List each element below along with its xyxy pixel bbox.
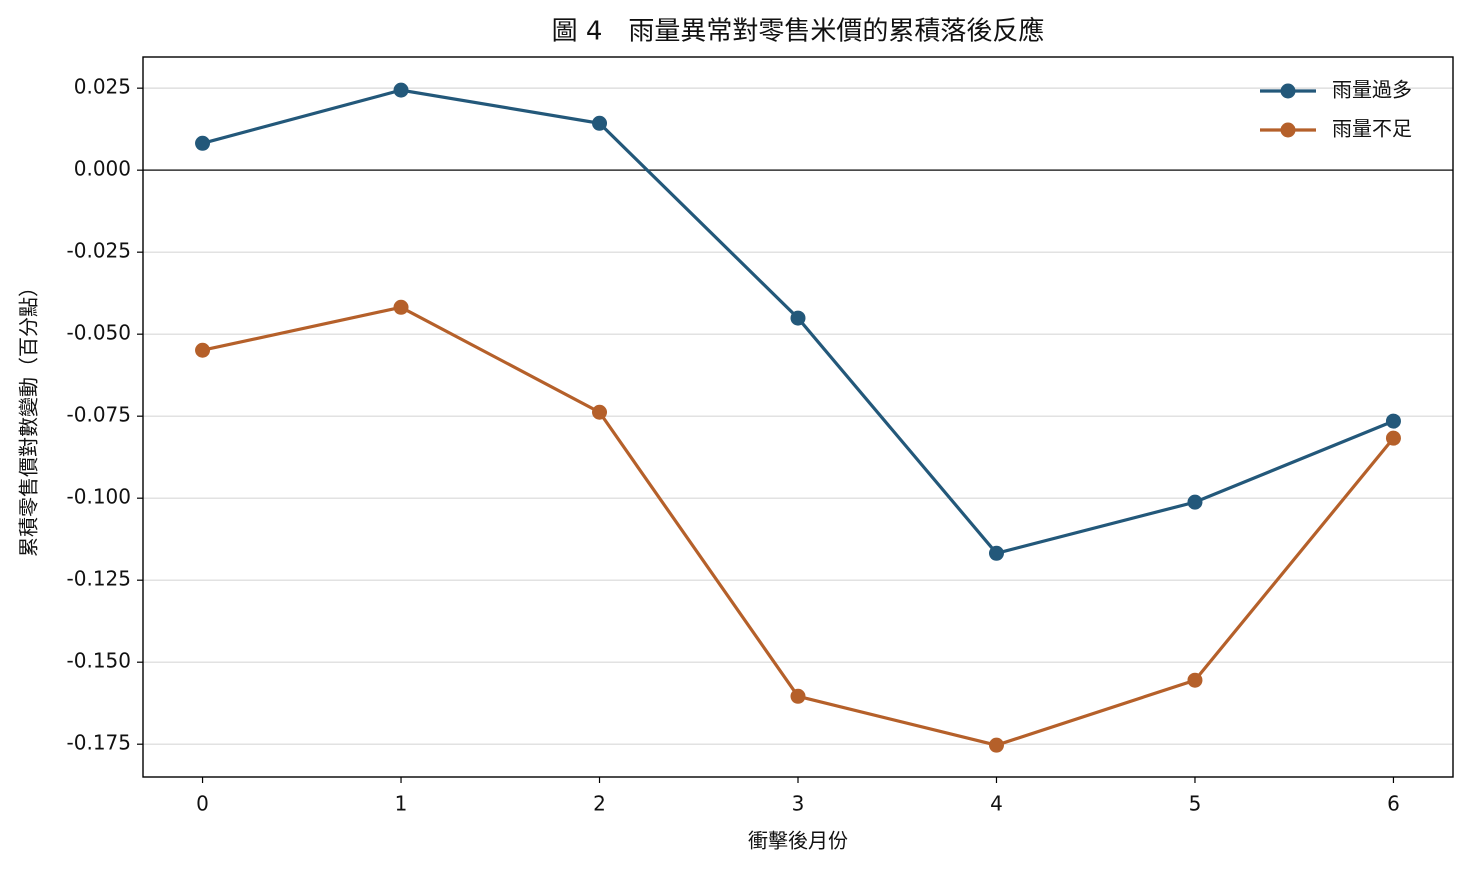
y-tick-label: -0.125: [67, 567, 131, 591]
series-marker: [988, 737, 1004, 753]
y-tick-label: 0.025: [74, 75, 131, 99]
y-tick-label: -0.100: [67, 485, 131, 509]
x-tick-label: 5: [1189, 792, 1202, 816]
series-marker: [592, 115, 608, 131]
x-tick-label: 3: [792, 792, 805, 816]
y-tick-label: -0.075: [67, 403, 131, 427]
y-tick-label: 0.000: [74, 157, 131, 181]
x-tick-label: 2: [593, 792, 606, 816]
series-marker: [195, 342, 211, 358]
series-marker: [1385, 413, 1401, 429]
chart-title: 圖 4 雨量異常對零售米價的累積落後反應: [552, 17, 1045, 47]
series-marker: [592, 404, 608, 420]
x-axis-label: 衝擊後月份: [748, 829, 848, 853]
series-marker: [195, 135, 211, 151]
series-marker: [393, 82, 409, 98]
y-tick-label: -0.150: [67, 649, 131, 673]
series-marker: [1187, 494, 1203, 510]
series-marker: [790, 310, 806, 326]
series-marker: [1385, 430, 1401, 446]
y-tick-label: -0.050: [67, 321, 131, 345]
y-axis-label: 累積零售價對數變動（百分點）: [17, 277, 41, 557]
x-tick-label: 0: [196, 792, 209, 816]
x-tick-label: 1: [395, 792, 408, 816]
legend-label: 雨量過多: [1332, 78, 1412, 102]
x-tick-label: 6: [1387, 792, 1400, 816]
series-marker: [393, 299, 409, 315]
legend-label: 雨量不足: [1332, 117, 1412, 141]
series-marker: [1187, 672, 1203, 688]
series-marker: [988, 545, 1004, 561]
plot-frame: [142, 56, 1454, 778]
series-marker: [790, 688, 806, 704]
legend-marker: [1280, 83, 1296, 99]
y-tick-label: -0.175: [67, 731, 131, 755]
legend-marker: [1280, 122, 1296, 138]
x-tick-label: 4: [990, 792, 1003, 816]
y-tick-label: -0.025: [67, 239, 131, 263]
